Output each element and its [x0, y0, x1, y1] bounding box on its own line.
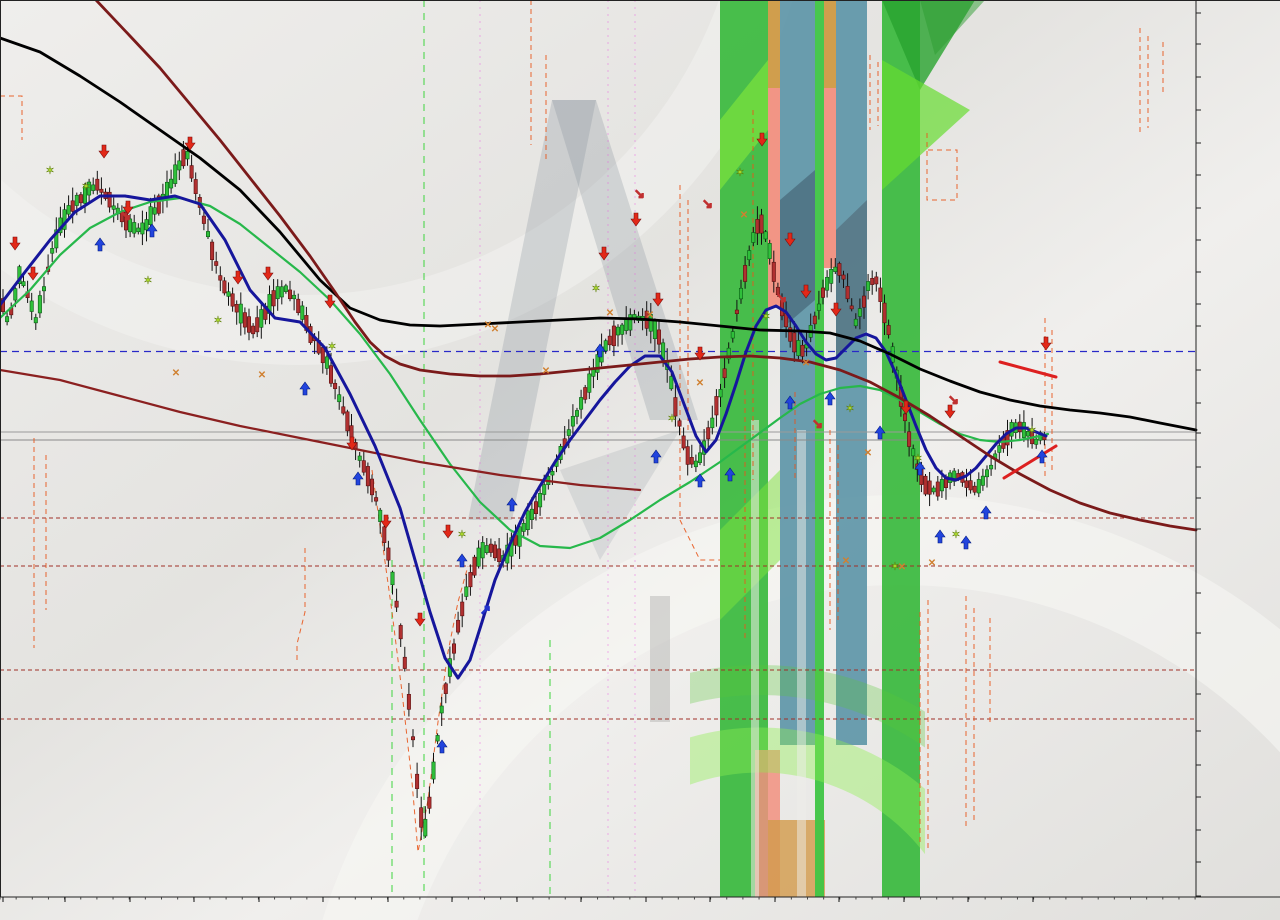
star-marker-icon: ✶	[143, 275, 152, 287]
hollow-arrow-icon: ↘	[120, 208, 131, 223]
level-lines	[0, 350, 1196, 720]
sell-arrow-icon	[346, 436, 358, 451]
star-marker-icon: ✶	[845, 403, 854, 415]
sell-arrow-icon	[442, 524, 454, 539]
x-marker-icon: ✕	[542, 366, 550, 377]
sell-arrow-icon	[944, 404, 956, 419]
hollow-arrow-icon: ↗	[480, 602, 491, 617]
sell-arrow-icon	[630, 212, 642, 227]
x-marker-icon: ✕	[802, 358, 810, 369]
sell-arrow-icon	[1040, 336, 1052, 351]
hollow-arrow-icon: ↘	[634, 186, 645, 201]
hollow-arrow-icon: ↘	[776, 290, 787, 305]
navy-ma-line	[0, 194, 1048, 680]
buy-arrow-icon	[506, 497, 518, 512]
time-axis[interactable]	[0, 897, 1280, 920]
sell-arrow-icon	[27, 266, 39, 281]
star-marker-icon: ✶	[327, 341, 336, 353]
star-marker-icon: ✶	[591, 283, 600, 295]
buy-arrow-icon	[914, 461, 926, 476]
sell-arrow-icon	[598, 246, 610, 261]
signal-markers: ✶✶✶✶✶✶✶✶✶✶✶✶✶✶✶✕ ✕✕✕✕ ✕✕✕✕✕✕ ✕✕✕↘↘↘↘↘↘↗	[9, 132, 1052, 754]
sell-arrow-icon	[324, 294, 336, 309]
star-marker-icon: ✶	[1027, 425, 1036, 437]
red-trend-segment	[1002, 444, 1058, 480]
sell-arrow-icon	[122, 200, 134, 215]
candles	[0, 141, 1047, 841]
x-marker-icon: ✕	[928, 558, 936, 569]
buy-arrow-icon	[934, 529, 946, 544]
buy-arrow-icon	[874, 425, 886, 440]
watermark-logo	[468, 100, 698, 722]
x-marker-icon: ✕	[842, 556, 850, 567]
x-marker-icon: ✕	[696, 378, 704, 389]
buy-arrow-icon	[784, 395, 796, 410]
sell-arrow-icon	[9, 236, 21, 251]
hollow-arrow-icon: ↘	[702, 196, 713, 211]
x-marker-icon: ✕	[606, 308, 614, 319]
star-marker-icon: ✶	[667, 413, 676, 425]
star-marker-icon: ✶	[890, 561, 899, 573]
red-wave-line	[0, 368, 642, 492]
buy-arrow-icon	[650, 449, 662, 464]
star-marker-icon: ✶	[951, 529, 960, 541]
star-marker-icon: ✶	[761, 311, 770, 323]
sell-arrow-icon	[98, 144, 110, 159]
hollow-arrow-icon: ↘	[948, 392, 959, 407]
buy-arrow-icon	[352, 471, 364, 486]
star-marker-icon: ✶	[81, 181, 90, 193]
red-trend-segment	[998, 360, 1058, 379]
buy-arrow-icon	[960, 535, 972, 550]
x-marker-icon: ✕	[898, 562, 906, 573]
buy-arrow-icon	[436, 739, 448, 754]
x-marker-icon: ✕	[646, 310, 654, 321]
black-ma-line	[0, 36, 1198, 432]
star-marker-icon: ✶	[45, 165, 54, 177]
fib-zone-bands	[690, 0, 985, 897]
buy-arrow-icon	[1036, 449, 1048, 464]
sell-arrow-icon	[380, 514, 392, 529]
buy-arrow-icon	[299, 381, 311, 396]
buy-arrow-icon	[724, 467, 736, 482]
sell-arrow-icon	[652, 292, 664, 307]
buy-arrow-icon	[824, 391, 836, 406]
x-marker-icon: ✕	[484, 320, 492, 331]
star-marker-icon: ✶	[913, 453, 922, 465]
sell-arrow-icon	[262, 266, 274, 281]
sell-arrow-icon	[232, 270, 244, 285]
x-marker-icon: ✕	[491, 324, 499, 335]
buy-arrow-icon	[146, 223, 158, 238]
sell-arrow-icon	[414, 612, 426, 627]
star-marker-icon: ✶	[735, 167, 744, 179]
ma-curves	[0, 0, 1198, 680]
sell-arrow-icon	[900, 400, 912, 415]
sell-arrow-icon	[184, 136, 196, 151]
hollow-arrow-icon: ↘	[812, 416, 823, 431]
sell-arrow-icon	[694, 346, 706, 361]
x-marker-icon: ✕	[172, 368, 180, 379]
price-axis[interactable]	[1196, 0, 1280, 897]
x-marker-icon: ✕	[864, 448, 872, 459]
buy-arrow-icon	[594, 343, 606, 358]
maroon-ma-line	[94, 0, 1198, 532]
x-marker-icon: ✕	[740, 210, 748, 221]
buy-arrow-icon	[94, 237, 106, 252]
star-marker-icon: ✶	[457, 529, 466, 541]
decor-vlines	[0, 0, 1164, 897]
buy-arrow-icon	[694, 473, 706, 488]
star-marker-icon: ✶	[213, 315, 222, 327]
sell-arrow-icon	[784, 232, 796, 247]
sell-arrow-icon	[756, 132, 768, 147]
x-marker-icon: ✕	[258, 370, 266, 381]
buy-arrow-icon	[456, 553, 468, 568]
sell-arrow-icon	[830, 302, 842, 317]
sell-arrow-icon	[800, 284, 812, 299]
buy-arrow-icon	[980, 505, 992, 520]
